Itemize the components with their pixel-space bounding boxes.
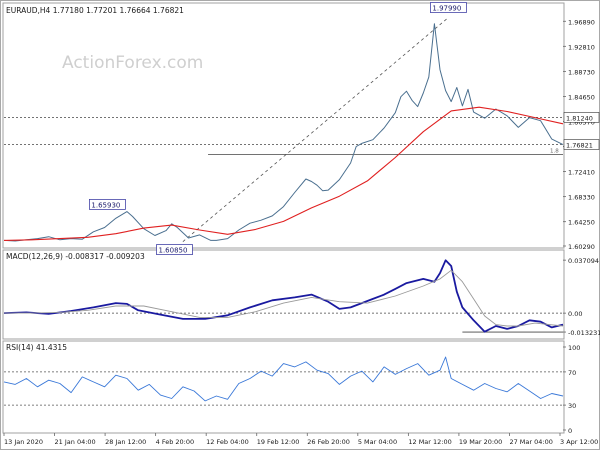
x-tick-label: 5 Mar 04:00 [358, 438, 397, 446]
price-level-label: 1.76821 [566, 141, 593, 149]
macd-line [3, 259, 564, 333]
x-tick-label: 28 Jan 12:00 [105, 438, 146, 446]
price-ytick-label: 1.84650 [568, 93, 595, 101]
x-tick-label: 12 Mar 12:00 [408, 438, 451, 446]
price-annotation-box [156, 244, 193, 255]
price-annotation-box [430, 2, 467, 13]
price-annotation-label: 1.65930 [91, 201, 120, 209]
rsi-line [3, 356, 564, 402]
x-tick-label: 21 Jan 04:00 [55, 438, 96, 446]
price-ytick-label: 1.96890 [568, 18, 595, 26]
price-ytick-label: 1.72410 [568, 169, 595, 177]
x-tick-label: 27 Mar 04:00 [509, 438, 552, 446]
x-tick-label: 26 Feb 20:00 [307, 438, 350, 446]
price-panel-frame [2, 2, 565, 249]
price-annotation-label: 1.97990 [432, 5, 461, 13]
price-layer: 1.968901.928101.887301.846501.805701.764… [3, 2, 600, 255]
x-tick-label: 13 Jan 2020 [4, 438, 43, 446]
macd-layer: 0.037094 0.00 -0.013231 [3, 257, 600, 337]
x-tick-label: 3 Apr 12:00 [560, 438, 598, 446]
rsi-label: RSI(14) 41.4315 [6, 343, 67, 352]
trendline [182, 17, 449, 242]
price-ytick-label: 1.92810 [568, 43, 595, 51]
price-series [3, 23, 564, 242]
rsi-ytick-label: 70 [568, 369, 576, 377]
x-tick-label: 19 Mar 20:00 [459, 438, 502, 446]
price-level-label: 1.81240 [566, 114, 593, 122]
price-ytick-label: 1.88730 [568, 68, 595, 76]
rsi-ytick-label: 0 [568, 427, 572, 435]
macd-ytick-label: 0.037094 [568, 257, 599, 265]
ma-series [3, 106, 564, 241]
macd-ytick-label: 0.00 [568, 310, 582, 318]
rsi-ytick-label: 30 [568, 402, 576, 410]
macd-label: MACD(12,26,9) -0.008317 -0.009203 [6, 252, 145, 261]
price-ytick-label: 1.68330 [568, 194, 595, 202]
price-level-box [563, 139, 600, 150]
level-tag: 1.8 [550, 148, 559, 154]
x-tick-label: 4 Feb 20:00 [156, 438, 195, 446]
rsi-panel-frame [2, 340, 565, 434]
macd-ytick-label: -0.013231 [568, 329, 600, 337]
x-tick-label: 19 Feb 12:00 [257, 438, 300, 446]
price-annotation-label: 1.60850 [158, 247, 187, 255]
price-ytick-label: 1.64250 [568, 219, 595, 227]
rsi-ytick-label: 100 [568, 344, 580, 352]
rsi-layer: 100 70 30 0 [3, 344, 580, 435]
price-level-box [563, 112, 600, 123]
x-tick-label: 12 Feb 04:00 [206, 438, 249, 446]
macd-signal-line [4, 269, 564, 327]
price-ytick-label: 1.60290 [568, 243, 595, 251]
watermark: ActionForex.com [62, 53, 203, 73]
price-annotation-box [89, 199, 126, 210]
macd-panel-frame [2, 249, 565, 340]
x-axis: 13 Jan 2020 21 Jan 04:00 28 Jan 12:00 4 Feb… [3, 433, 598, 446]
chart-title: EURAUD,H4 1.77180 1.77201 1.76664 1.7682… [6, 6, 184, 15]
